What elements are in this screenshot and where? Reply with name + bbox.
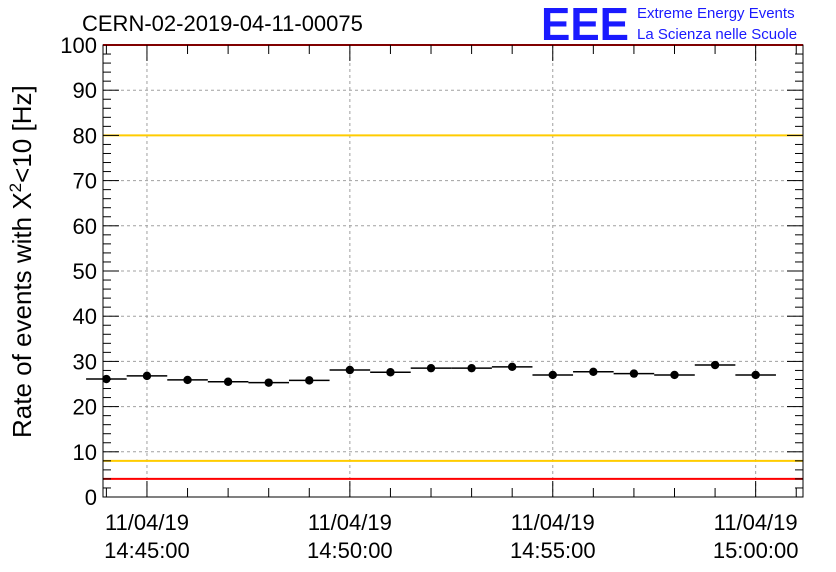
data-point bbox=[264, 378, 273, 387]
data-point bbox=[386, 368, 395, 377]
data-point bbox=[629, 369, 639, 378]
x-tick-date: 11/04/19 bbox=[105, 510, 189, 535]
y-axis-label: Rate of events with X2<10 [Hz] bbox=[6, 85, 37, 438]
data-point bbox=[345, 365, 355, 375]
y-tick-label: 50 bbox=[73, 259, 97, 284]
y-axis-label-main: Rate of events with X bbox=[7, 192, 37, 438]
chart-title: CERN-02-2019-04-11-00075 bbox=[82, 11, 363, 36]
data-point bbox=[426, 363, 436, 373]
x-tick-date: 11/04/19 bbox=[308, 510, 392, 535]
x-tick-time: 14:55:00 bbox=[510, 538, 596, 563]
logo-line-1: Extreme Energy Events bbox=[637, 5, 795, 22]
data-point bbox=[467, 363, 476, 373]
x-tick-time: 14:50:00 bbox=[307, 538, 393, 563]
data-point bbox=[670, 370, 679, 380]
y-tick-label: 100 bbox=[60, 33, 97, 58]
data-point bbox=[102, 374, 111, 384]
y-tick-label: 70 bbox=[73, 169, 97, 194]
data-point bbox=[142, 371, 152, 381]
data-point bbox=[751, 370, 760, 380]
y-tick-label: 40 bbox=[73, 304, 97, 329]
y-tick-label: 90 bbox=[73, 78, 97, 103]
data-point bbox=[710, 360, 720, 370]
y-tick-label: 30 bbox=[73, 349, 97, 374]
y-axis-label-rest: <10 [Hz] bbox=[7, 85, 37, 183]
data-point bbox=[548, 370, 557, 380]
logo-line-2: La Scienza nelle Scuole bbox=[637, 26, 797, 43]
axis-ticks bbox=[103, 44, 803, 498]
x-tick-date: 11/04/19 bbox=[714, 510, 798, 535]
y-tick-label: 10 bbox=[73, 440, 97, 465]
y-tick-labels: 0 10 20 30 40 50 60 70 80 90 100 bbox=[60, 33, 97, 510]
data-point bbox=[305, 376, 314, 385]
logo-letters: EEE bbox=[541, 0, 629, 50]
x-tick-time: 14:45:00 bbox=[104, 538, 190, 563]
data-point bbox=[183, 375, 192, 385]
y-tick-label: 20 bbox=[73, 395, 97, 420]
data-point bbox=[507, 362, 517, 372]
data-point bbox=[589, 367, 598, 376]
y-axis-label-sup: 2 bbox=[6, 183, 25, 192]
y-tick-label: 80 bbox=[73, 123, 97, 148]
y-tick-label: 60 bbox=[73, 214, 97, 239]
x-tick-labels: 11/04/19 14:45:00 11/04/19 14:50:00 11/04/19… bbox=[104, 510, 798, 563]
eee-logo: EEE Extreme Energy Events La Scienza nel… bbox=[541, 0, 797, 50]
grid bbox=[103, 45, 803, 497]
x-tick-time: 15:00:00 bbox=[713, 538, 799, 563]
x-tick-date: 11/04/19 bbox=[511, 510, 595, 535]
data-point bbox=[223, 377, 233, 386]
data-points bbox=[86, 360, 776, 387]
y-tick-label: 0 bbox=[85, 485, 97, 510]
